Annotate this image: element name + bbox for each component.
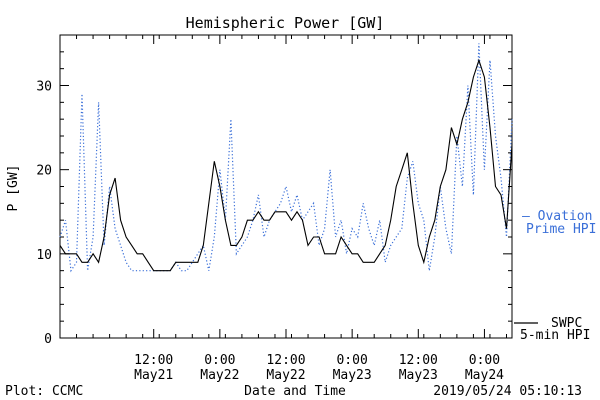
x-tick-label-time: 12:00 [266, 353, 305, 368]
legend-ovation-line2: Prime HPI [526, 222, 596, 237]
x-tick-label-date: May22 [266, 368, 305, 383]
x-tick-label-time: 0:00 [204, 353, 235, 368]
legend-swpc-line1: SWPC [551, 316, 582, 331]
y-tick-label: 30 [36, 80, 52, 95]
x-tick-label-date: May23 [399, 368, 438, 383]
legend-ovation-line1: — Ovation [522, 209, 592, 224]
plot-credit: Plot: CCMC [5, 384, 83, 399]
x-tick-label-time: 12:00 [134, 353, 173, 368]
y-tick-label: 20 [36, 164, 52, 179]
x-tick-label-date: May22 [200, 368, 239, 383]
y-tick-label: 0 [44, 332, 52, 347]
x-axis-ticks: 12:00May210:00May2212:00May220:00May2312… [59, 35, 507, 383]
x-axis-label: Date and Time [244, 384, 346, 399]
chart-title: Hemispheric Power [GW] [186, 14, 385, 32]
swpc-hpi-line [59, 58, 513, 272]
y-axis-ticks: 0 10 20 30 [36, 34, 512, 347]
plot-timestamp: 2019/05/24 05:10:13 [433, 384, 582, 399]
x-tick-label-time: 0:00 [336, 353, 367, 368]
x-tick-label-time: 12:00 [399, 353, 438, 368]
x-tick-label-date: May21 [134, 368, 173, 383]
legend: — Ovation Prime HPI SWPC 5-min HPI [514, 209, 596, 343]
x-tick-label-time: 0:00 [469, 353, 500, 368]
y-axis-label: P [GW] [6, 165, 21, 212]
x-tick-label-date: May24 [465, 368, 504, 383]
legend-swpc-line2: 5-min HPI [520, 328, 590, 343]
ovation-prime-line [59, 43, 513, 273]
y-tick-label: 10 [36, 248, 52, 263]
plot-frame [59, 34, 513, 339]
x-tick-label-date: May23 [333, 368, 372, 383]
